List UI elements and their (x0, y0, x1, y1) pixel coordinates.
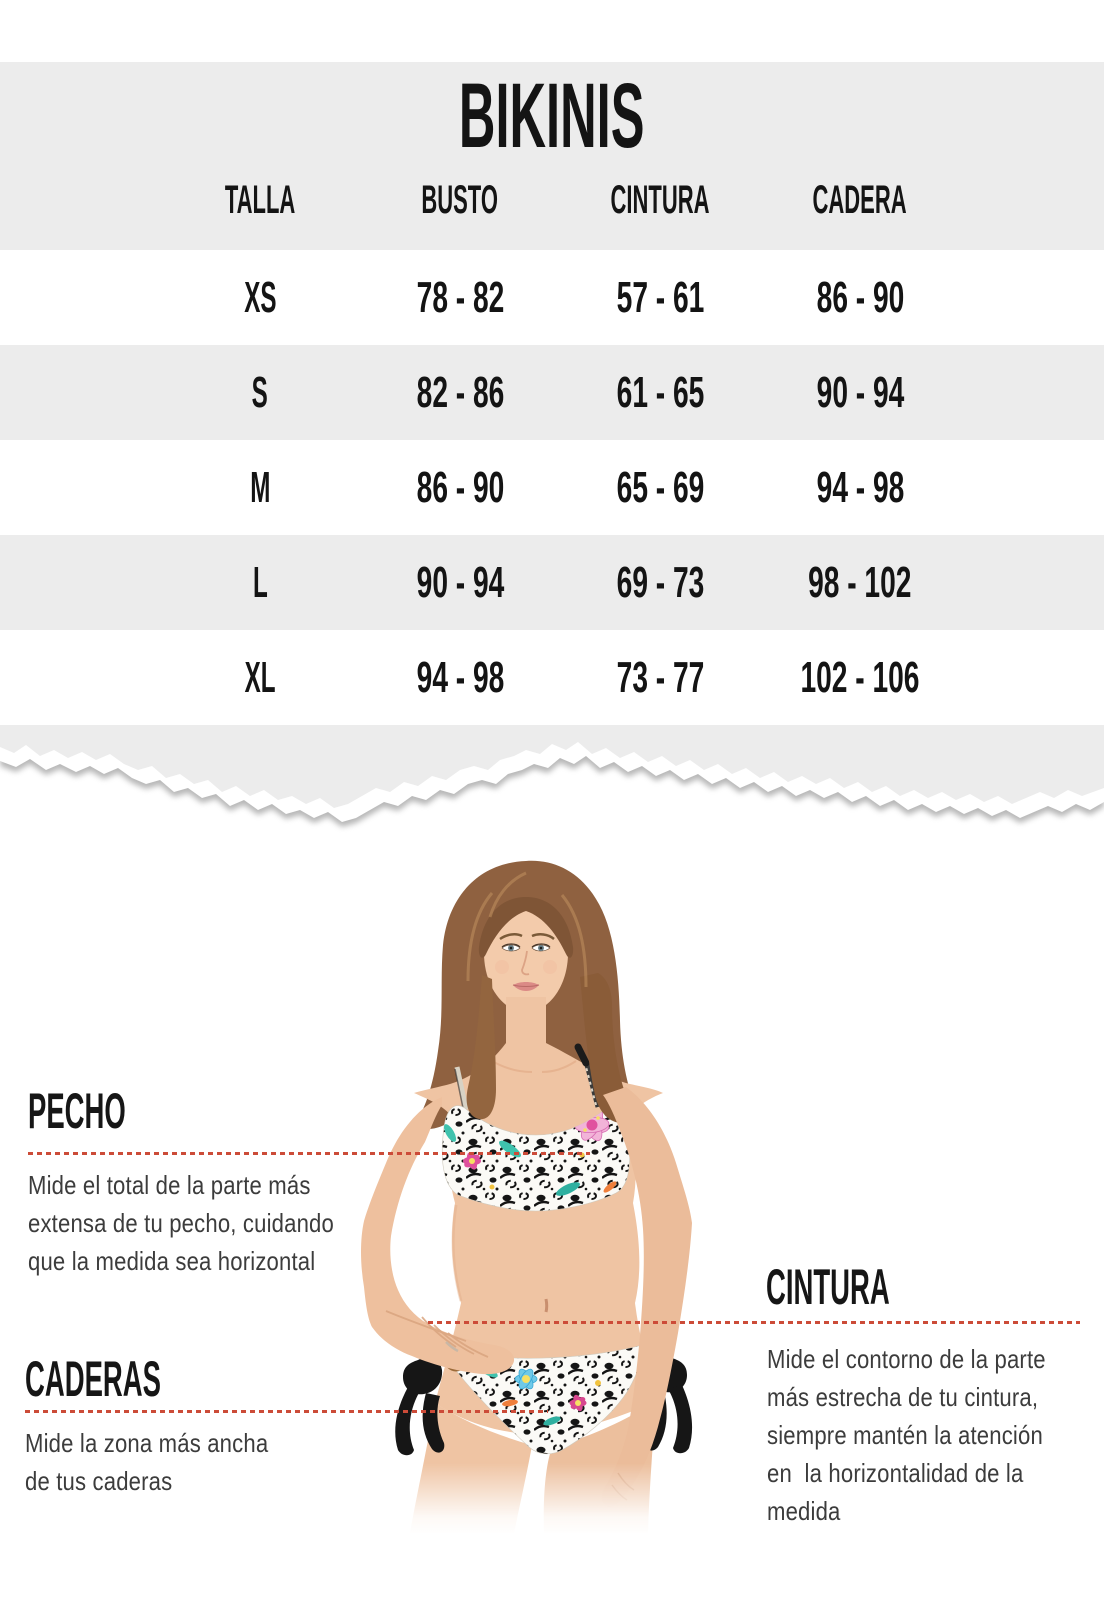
lips (512, 982, 540, 991)
pecho-description: Mide el total de la parte más extensa de… (28, 1166, 388, 1280)
cadera-value: 90 - 94 (816, 367, 904, 417)
caderas-heading: CADERAS (25, 1351, 161, 1407)
torn-paper-edge (0, 725, 1104, 822)
bikini-top (441, 1043, 630, 1212)
table-header-row: TALLA BUSTO CINTURA CADERA (0, 150, 1104, 250)
model-photo (330, 860, 760, 1535)
busto-value: 90 - 94 (416, 557, 504, 607)
busto-value: 78 - 82 (416, 272, 504, 322)
busto-value: 82 - 86 (416, 367, 504, 417)
pecho-description-line: que la medida sea horizontal (28, 1246, 316, 1276)
eyes (501, 943, 551, 952)
busto-value: 86 - 90 (416, 462, 504, 512)
caderas-description-line: de tus caderas (25, 1466, 173, 1496)
nose (521, 950, 530, 976)
caderas-description: Mide la zona más ancha de tus caderas (25, 1424, 311, 1500)
size-label: S (251, 367, 269, 417)
column-header-busto: BUSTO (421, 178, 499, 222)
pecho-measure-line (28, 1152, 590, 1155)
cadera-value: 86 - 90 (816, 272, 904, 322)
cadera-value: 102 - 106 (800, 652, 920, 702)
cadera-value: 98 - 102 (808, 557, 912, 607)
pecho-description-line: extensa de tu pecho, cuidando (28, 1208, 334, 1238)
size-label: XS (243, 272, 277, 322)
table-row: M 86 - 90 65 - 69 94 - 98 (0, 440, 1104, 535)
cintura-value: 73 - 77 (616, 652, 704, 702)
cintura-description-line: siempre mantén la atención (767, 1420, 1043, 1450)
cintura-description-line: más estrecha de tu cintura, (767, 1382, 1039, 1412)
cintura-description-line: Mide el contorno de la parte (767, 1344, 1046, 1374)
table-row: XS 78 - 82 57 - 61 86 - 90 (0, 250, 1104, 345)
torn-gray-paper (0, 725, 1104, 808)
table-row: XL 94 - 98 73 - 77 102 - 106 (0, 630, 1104, 725)
pecho-heading: PECHO (28, 1083, 126, 1139)
column-header-cintura: CINTURA (610, 178, 710, 222)
caderas-description-line: Mide la zona más ancha (25, 1428, 269, 1458)
cadera-value: 94 - 98 (816, 462, 904, 512)
face (478, 897, 574, 1051)
cintura-value: 57 - 61 (616, 272, 704, 322)
column-header-talla: TALLA (224, 178, 296, 222)
finger-ring (445, 1341, 459, 1353)
pecho-description-line: Mide el total de la parte más (28, 1170, 311, 1200)
hair-fringe (478, 897, 574, 958)
cintura-description: Mide el contorno de la parte más estrech… (767, 1340, 1095, 1530)
size-label: M (249, 462, 271, 512)
table-row: L 90 - 94 69 - 73 98 - 102 (0, 535, 1104, 630)
size-label: L (252, 557, 268, 607)
page-title: BIKINIS (459, 65, 645, 167)
eyebrows (499, 933, 555, 941)
bikini-bottom-flowers (478, 1364, 601, 1426)
table-row: S 82 - 86 61 - 65 90 - 94 (0, 345, 1104, 440)
cintura-description-line: en la horizontalidad de la (767, 1458, 1024, 1488)
cintura-measure-line (428, 1321, 1080, 1324)
size-table-sheet: BIKINIS TALLA BUSTO CINTURA CADERA XS 78… (0, 62, 1104, 725)
caderas-measure-line (25, 1410, 548, 1413)
cintura-value: 65 - 69 (616, 462, 704, 512)
hair-side-locks (466, 871, 631, 1123)
photo-fade (330, 1463, 760, 1535)
cintura-value: 69 - 73 (616, 557, 704, 607)
column-header-cadera: CADERA (812, 178, 908, 222)
size-table: TALLA BUSTO CINTURA CADERA XS 78 - 82 57… (0, 150, 1104, 725)
right-arm (361, 1097, 515, 1375)
cintura-value: 61 - 65 (616, 367, 704, 417)
cintura-heading: CINTURA (766, 1259, 890, 1315)
cintura-description-line: medida (767, 1496, 841, 1526)
size-label: XL (244, 652, 276, 702)
busto-value: 94 - 98 (416, 652, 504, 702)
navel (544, 1298, 549, 1313)
